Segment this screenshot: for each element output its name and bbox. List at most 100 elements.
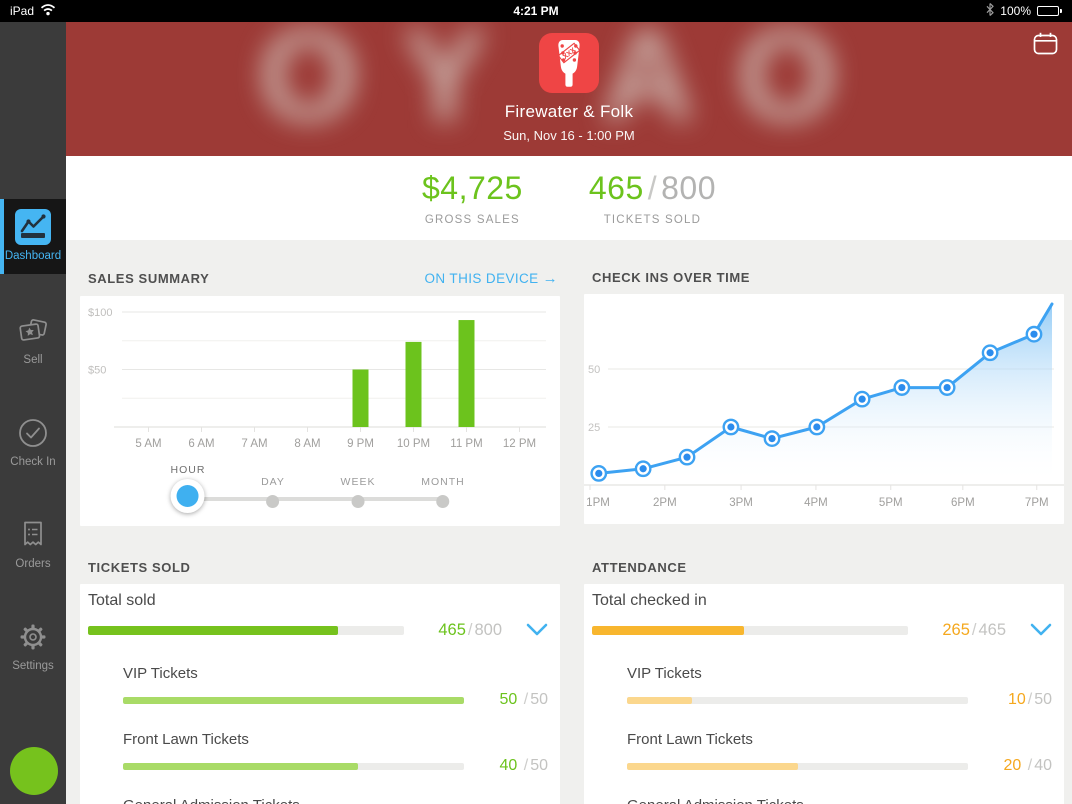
timeframe-option-week[interactable]: WEEK	[341, 476, 376, 508]
timeframe-option-hour[interactable]: HOUR	[171, 464, 206, 513]
svg-text:10 PM: 10 PM	[397, 438, 430, 450]
tickets-sold-value: 465/800	[588, 170, 717, 206]
svg-text:7PM: 7PM	[1025, 497, 1049, 509]
ticket-type-row: Front Lawn Tickets 40 /50	[123, 731, 548, 774]
gross-sales-value: $4,725	[421, 170, 523, 206]
slider-knob[interactable]	[170, 479, 205, 513]
svg-text:3PM: 3PM	[729, 497, 753, 509]
attendance-card: Total checked in 265/465	[584, 584, 1064, 804]
sidebar-item-label: Orders	[15, 558, 51, 570]
total-checked-in-label: Total checked in	[592, 592, 707, 609]
tickets-sold-stat: 465/800 TICKETS SOLD	[589, 170, 716, 226]
battery-percent: 100%	[1000, 4, 1031, 18]
svg-text:$50: $50	[88, 365, 106, 377]
sidebar-item-check-in[interactable]: Check In	[0, 406, 66, 478]
total-sold-label: Total sold	[88, 592, 156, 609]
svg-text:1PM: 1PM	[586, 497, 610, 509]
attendance-panel: ATTENDANCE Total checked in 265/465	[584, 526, 1064, 804]
tickets-sold-panel: TICKETS SOLD Total sold 465/800	[80, 526, 560, 804]
svg-text:11 PM: 11 PM	[450, 438, 482, 450]
total-checked-in-progress-bar	[592, 626, 908, 635]
ticket-type-row: VIP Tickets 50 /50	[123, 665, 548, 708]
checkins-panel: CHECK INS OVER TIME 50 25 1PM 2PM 3PM 4PM 5PM 6…	[584, 240, 1064, 526]
total-checked-in-value: 265/465	[942, 621, 1006, 639]
dashboard-panels: SALES SUMMARY ON THIS DEVICE → $100 $50 5 A…	[66, 240, 1072, 804]
chevron-down-icon	[1030, 623, 1052, 639]
device-label: iPad	[10, 4, 35, 18]
total-sold-value: 465/800	[438, 621, 502, 639]
orders-receipt-icon	[0, 517, 66, 553]
checkins-line-chart: 50 25 1PM 2PM 3PM 4PM 5PM 6PM 7PM	[584, 294, 1064, 517]
slider-track	[188, 497, 443, 501]
sales-summary-panel: SALES SUMMARY ON THIS DEVICE → $100 $50 5 A…	[80, 240, 560, 526]
battery-icon	[1037, 6, 1062, 16]
total-sold-row: Total sold 465/800	[88, 592, 548, 640]
sidebar: Dashboard Sell	[0, 22, 66, 804]
stats-row: $4,725 GROSS SALES 465/800 TICKETS SOLD	[66, 156, 1072, 240]
svg-text:8 AM: 8 AM	[294, 438, 320, 450]
tickets-sold-card: Total sold 465/800	[80, 584, 560, 804]
event-title: Firewater & Folk	[504, 102, 634, 121]
sync-status-indicator[interactable]	[10, 747, 58, 795]
ticket-type-progress-bar	[123, 762, 464, 770]
svg-text:12 PM: 12 PM	[503, 438, 536, 450]
attendance-type-row: General Admission Tickets 90/300	[627, 797, 1052, 804]
sidebar-item-label: Dashboard	[4, 250, 62, 262]
sidebar-item-label: Check In	[10, 456, 56, 468]
sidebar-item-orders[interactable]: Orders	[0, 508, 66, 580]
dashboard-icon	[0, 209, 66, 245]
sidebar-item-dashboard[interactable]: Dashboard	[0, 199, 66, 274]
svg-text:4PM: 4PM	[804, 497, 828, 509]
svg-text:5PM: 5PM	[879, 497, 903, 509]
svg-text:9 PM: 9 PM	[347, 438, 374, 450]
calendar-button[interactable]	[1031, 30, 1060, 60]
svg-text:6PM: 6PM	[951, 497, 975, 509]
status-bar: iPad 4:21 PM 100%	[0, 0, 1072, 22]
event-header: OY AO XXX Firewater & Folk Sun, Nov 16 -…	[66, 22, 1072, 156]
settings-gear-icon	[0, 619, 66, 655]
svg-text:$100: $100	[88, 307, 112, 319]
bluetooth-icon	[986, 3, 995, 19]
sales-summary-title: SALES SUMMARY	[88, 271, 210, 286]
timeframe-option-month[interactable]: MONTH	[421, 476, 465, 508]
sidebar-item-label: Sell	[23, 354, 43, 366]
gross-sales-label: GROSS SALES	[424, 214, 520, 226]
sell-ticket-icon	[0, 313, 66, 349]
on-this-device-link[interactable]: ON THIS DEVICE →	[424, 270, 558, 287]
checkins-card: 50 25 1PM 2PM 3PM 4PM 5PM 6PM 7PM	[584, 294, 1064, 524]
gross-sales-stat: $4,725 GROSS SALES	[422, 170, 523, 226]
sidebar-item-label: Settings	[12, 660, 54, 672]
ticket-type-progress-bar	[123, 696, 464, 704]
checkins-title: CHECK INS OVER TIME	[592, 270, 751, 285]
attendance-title: ATTENDANCE	[592, 560, 687, 575]
svg-text:5 AM: 5 AM	[135, 438, 161, 450]
attendance-type-row: VIP Tickets 10/50	[627, 665, 1052, 708]
svg-text:2PM: 2PM	[653, 497, 677, 509]
svg-text:50: 50	[588, 364, 600, 376]
event-datetime: Sun, Nov 16 - 1:00 PM	[503, 128, 635, 143]
timeframe-slider: HOUR DAY WEEK MONTH	[80, 461, 560, 526]
clock: 4:21 PM	[513, 4, 559, 18]
attendance-type-progress-bar	[627, 696, 968, 704]
expand-total-sold-button[interactable]	[514, 623, 548, 639]
check-in-icon	[0, 415, 66, 451]
sales-summary-card: $100 $50 5 AM 6 AM 7 AM 8 AM 9 PM 10 PM 11 PM 12 …	[80, 296, 560, 526]
attendance-type-row: Front Lawn Tickets 20 /40	[627, 731, 1052, 774]
svg-text:6 AM: 6 AM	[188, 438, 214, 450]
chevron-down-icon	[526, 623, 548, 639]
attendance-type-progress-bar	[627, 762, 968, 770]
svg-text:7 AM: 7 AM	[241, 438, 267, 450]
arrow-right-icon: →	[542, 270, 558, 287]
sales-bar-chart: $100 $50 5 AM 6 AM 7 AM 8 AM 9 PM 10 PM 11 PM 12 …	[80, 296, 560, 461]
sidebar-item-sell[interactable]: Sell	[0, 304, 66, 376]
svg-text:25: 25	[588, 422, 600, 434]
total-sold-progress-bar	[88, 626, 404, 635]
expand-total-checked-in-button[interactable]	[1018, 623, 1052, 639]
total-checked-in-row: Total checked in 265/465	[592, 592, 1052, 640]
event-artwork-icon: XXX	[539, 33, 599, 93]
ticket-type-row: General Admission Tickets 300/300	[123, 797, 548, 804]
timeframe-option-day[interactable]: DAY	[261, 476, 285, 508]
calendar-icon	[1033, 32, 1058, 58]
sidebar-item-settings[interactable]: Settings	[0, 610, 66, 682]
